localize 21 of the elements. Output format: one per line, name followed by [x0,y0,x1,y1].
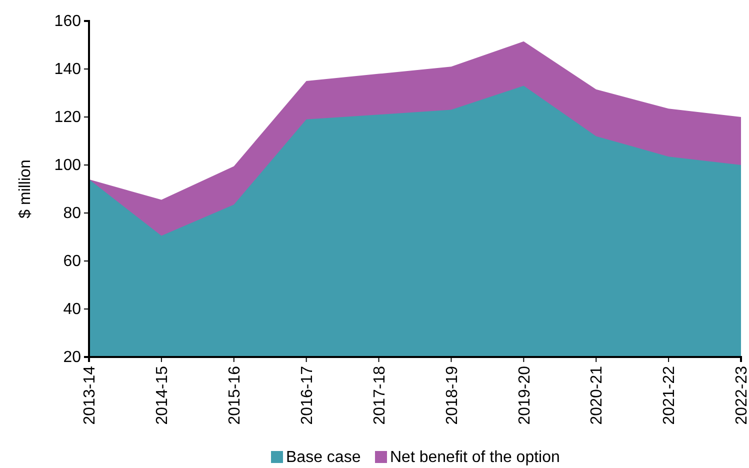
x-tick-label: 2018-19 [444,366,461,425]
y-tick-label: 120 [54,109,82,126]
y-tick-label: 160 [54,13,82,30]
x-tick-label: 2014-15 [154,366,172,425]
y-tick-label: 140 [54,61,82,78]
legend-label: Net benefit of the option [390,449,560,466]
y-tick-label: 20 [63,349,82,366]
x-tick-label: 2019-20 [516,366,534,425]
x-tick-label: 2021-22 [661,366,678,425]
x-tick-label: 2022-23 [734,366,749,425]
y-tick-label: 60 [63,253,82,270]
y-tick-label: 100 [54,157,82,174]
x-tick-label: 2013-14 [82,366,99,425]
legend-label: Base case [286,449,361,466]
y-axis-title: $ million [17,160,34,218]
y-tick-label: 80 [63,205,82,222]
x-tick-label: 2016-17 [298,366,316,425]
x-tick-label: 2017-18 [371,366,388,425]
y-tick-label: 40 [63,301,82,318]
x-tick-label: 2020-21 [588,366,606,425]
x-tick-label: 2015-16 [226,366,244,425]
